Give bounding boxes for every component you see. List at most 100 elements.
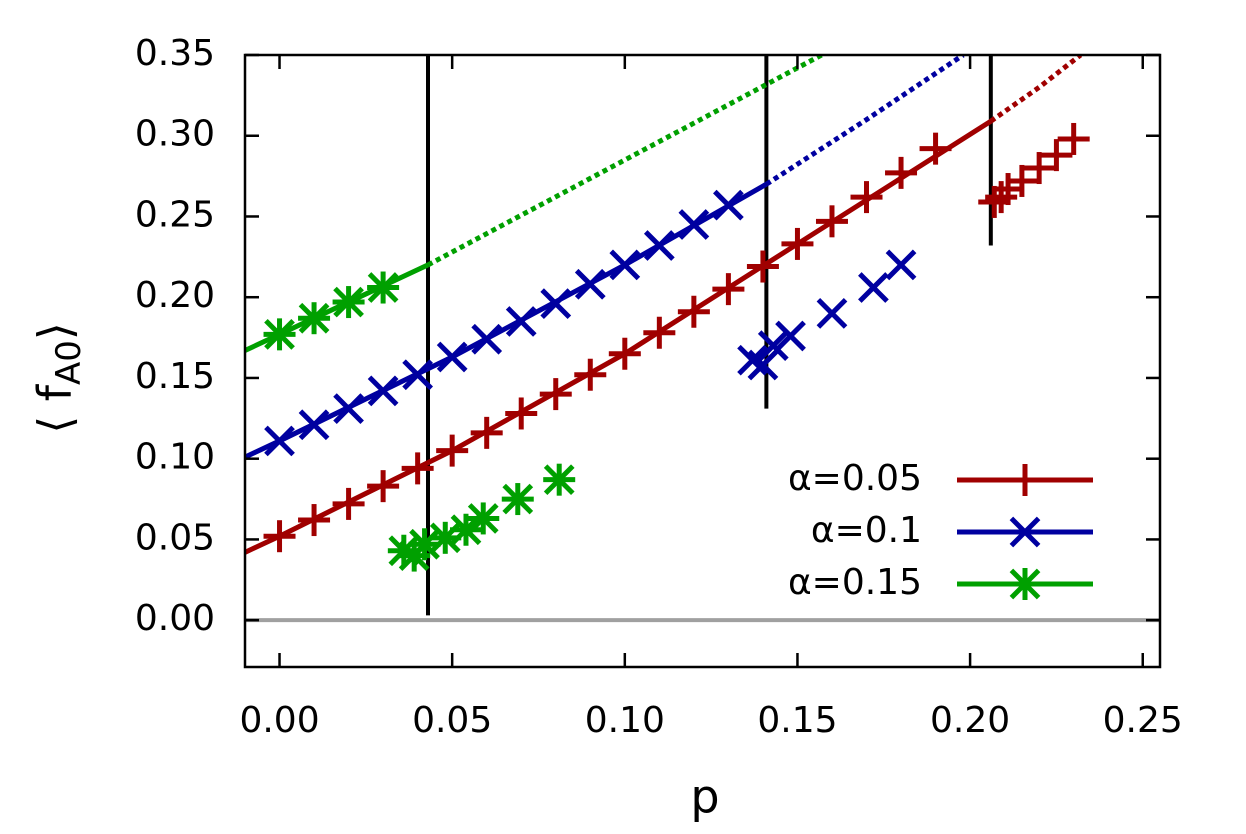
marker (333, 393, 364, 425)
marker-stroke (402, 359, 434, 391)
y-tick-label: 0.05 (135, 517, 215, 558)
marker-stroke (543, 464, 575, 496)
y-label-sub: A0 (49, 340, 89, 385)
x-tick-label: 0.20 (930, 700, 1010, 741)
marker-stroke (737, 344, 768, 376)
marker (775, 320, 806, 352)
extrapolation-line (989, 55, 1083, 124)
marker (746, 250, 779, 283)
y-label-main: ⟨ f (28, 383, 82, 434)
marker (505, 306, 537, 337)
marker (643, 316, 676, 349)
marker (1009, 568, 1041, 600)
y-tick-label: 0.30 (135, 114, 215, 155)
marker-stroke (678, 209, 710, 240)
marker-stroke (502, 483, 534, 515)
marker (677, 295, 710, 328)
y-label-end: ⟩ (28, 322, 82, 340)
marker (332, 487, 365, 520)
marker (408, 528, 441, 561)
y-tick-label: 0.35 (135, 33, 215, 74)
marker (298, 409, 330, 441)
marker-stroke (816, 297, 848, 329)
marker (470, 416, 503, 449)
marker-stroke (540, 288, 572, 320)
marker-stroke (298, 302, 330, 334)
marker (985, 181, 1018, 214)
extrapolation-line (765, 55, 965, 187)
plot-frame (243, 53, 1162, 669)
marker (264, 425, 295, 457)
y-tick-label: 0.00 (135, 598, 215, 639)
marker (263, 520, 296, 553)
x-tick-label: 0.05 (412, 700, 492, 741)
marker (609, 249, 641, 281)
marker (678, 209, 710, 240)
marker (1057, 122, 1090, 155)
marker (263, 318, 296, 351)
marker (850, 181, 883, 214)
marker (540, 288, 572, 320)
extrapolation-line (426, 55, 823, 268)
marker-stroke (367, 375, 399, 407)
marker-stroke (775, 320, 806, 352)
marker (747, 349, 779, 381)
marker (574, 268, 606, 300)
legend-label: α=0.05 (788, 458, 922, 499)
marker (539, 378, 572, 411)
marker (885, 249, 917, 281)
marker (367, 375, 399, 407)
x-axis-label: p (690, 770, 719, 824)
marker (608, 337, 641, 370)
marker-stroke (609, 249, 641, 281)
marker (505, 397, 538, 430)
legend-label: α=0.15 (788, 562, 922, 603)
marker (471, 323, 503, 355)
marker (436, 341, 468, 373)
marker (367, 470, 400, 503)
y-axis-label: ⟨ fA0⟩ (28, 322, 89, 434)
marker (858, 272, 889, 303)
marker (402, 359, 434, 391)
legend-label: α=0.1 (811, 510, 922, 551)
marker-stroke (1009, 568, 1041, 600)
marker-stroke (643, 230, 675, 261)
marker (781, 227, 814, 260)
marker (1023, 152, 1056, 185)
y-tick-label: 0.10 (135, 437, 215, 478)
marker-stroke (713, 189, 744, 221)
marker (643, 230, 675, 261)
marker (401, 452, 434, 485)
fit-line (245, 262, 430, 353)
marker-stroke (333, 286, 364, 318)
marker (713, 189, 744, 221)
marker-stroke (885, 249, 917, 281)
marker-stroke (298, 409, 330, 441)
marker (543, 463, 576, 496)
marker (1009, 464, 1041, 496)
marker (574, 358, 607, 391)
marker (501, 483, 534, 516)
marker-stroke (747, 349, 779, 381)
marker (757, 330, 789, 362)
marker (885, 156, 918, 189)
marker (436, 434, 469, 467)
marker-stroke (471, 323, 503, 355)
marker-stroke (409, 528, 440, 560)
marker-stroke (436, 341, 468, 373)
marker (1009, 516, 1041, 548)
marker-stroke (367, 272, 399, 303)
marker-stroke (333, 393, 364, 425)
y-tick-label: 0.25 (135, 194, 215, 235)
marker-stroke (858, 272, 889, 303)
marker-stroke (1009, 516, 1041, 548)
marker (815, 205, 848, 238)
marker (298, 302, 331, 335)
marker-stroke (574, 268, 606, 300)
x-tick-label: 0.00 (239, 700, 319, 741)
marker (919, 132, 952, 165)
marker (1040, 139, 1073, 172)
marker-stroke (264, 318, 295, 350)
marker (332, 286, 365, 319)
